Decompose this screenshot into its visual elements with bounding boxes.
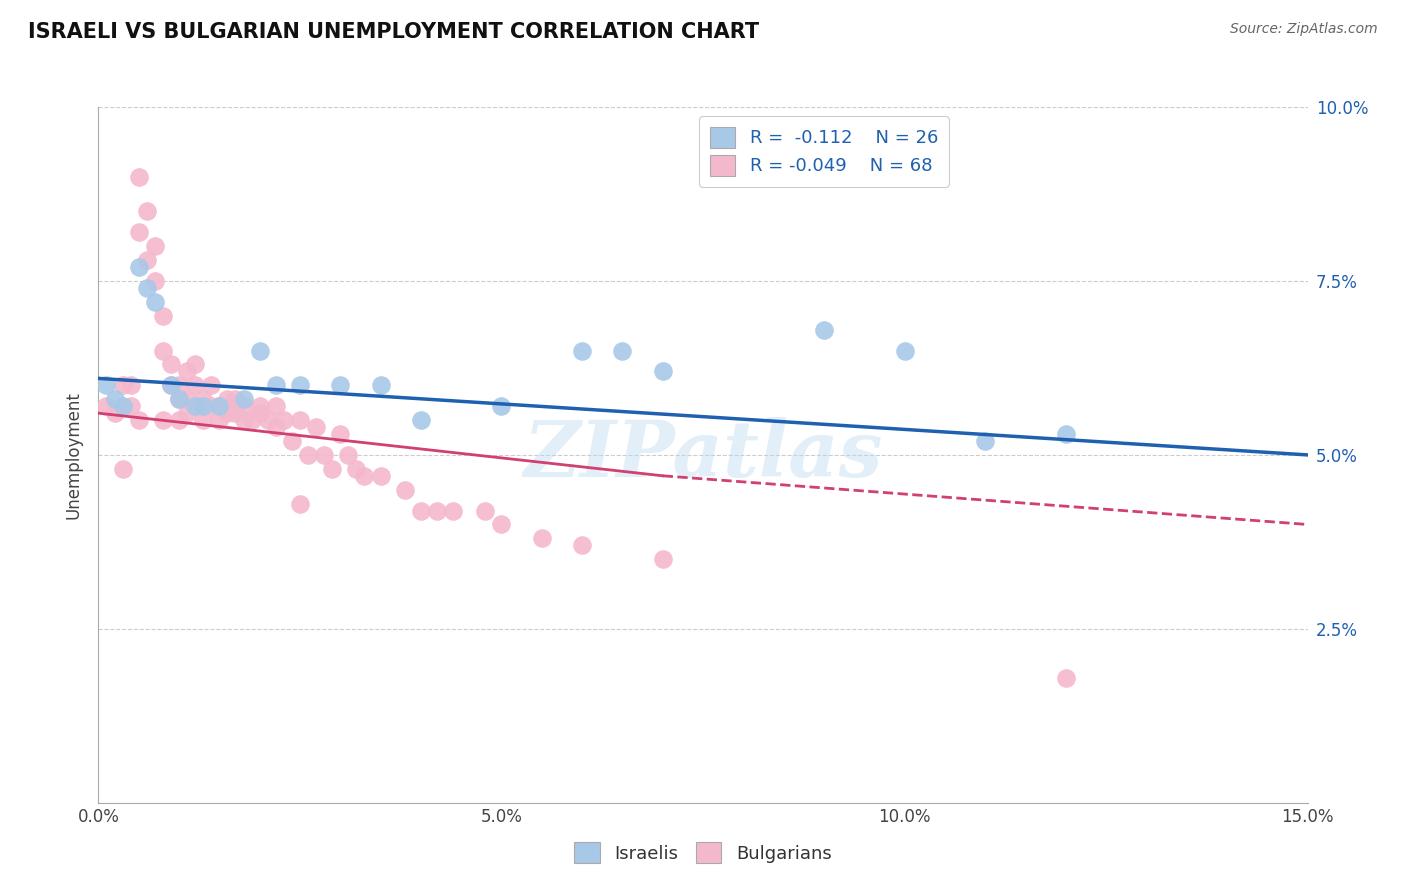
- Point: [264, 399, 287, 413]
- Point: [143, 239, 166, 253]
- Point: [426, 503, 449, 517]
- Point: [103, 406, 125, 420]
- Point: [329, 427, 352, 442]
- Point: [281, 434, 304, 448]
- Point: [305, 420, 328, 434]
- Text: ISRAELI VS BULGARIAN UNEMPLOYMENT CORRELATION CHART: ISRAELI VS BULGARIAN UNEMPLOYMENT CORREL…: [28, 22, 759, 42]
- Point: [474, 503, 496, 517]
- Point: [491, 517, 513, 532]
- Point: [249, 399, 271, 413]
- Point: [176, 364, 198, 378]
- Point: [370, 378, 392, 392]
- Point: [111, 462, 134, 476]
- Point: [200, 399, 222, 413]
- Point: [152, 343, 174, 358]
- Point: [264, 420, 287, 434]
- Point: [143, 294, 166, 309]
- Point: [1054, 671, 1077, 685]
- Point: [120, 378, 142, 392]
- Point: [167, 392, 190, 407]
- Point: [193, 399, 215, 413]
- Point: [651, 364, 673, 378]
- Point: [893, 343, 915, 358]
- Point: [128, 413, 150, 427]
- Point: [176, 406, 198, 420]
- Point: [240, 413, 263, 427]
- Point: [200, 378, 222, 392]
- Point: [409, 503, 432, 517]
- Point: [232, 413, 254, 427]
- Point: [288, 497, 311, 511]
- Point: [176, 392, 198, 407]
- Point: [193, 399, 215, 413]
- Point: [152, 413, 174, 427]
- Point: [813, 323, 835, 337]
- Point: [217, 406, 239, 420]
- Point: [530, 532, 553, 546]
- Point: [167, 413, 190, 427]
- Point: [612, 343, 634, 358]
- Point: [370, 468, 392, 483]
- Point: [571, 538, 593, 552]
- Point: [651, 552, 673, 566]
- Legend: Israelis, Bulgarians: Israelis, Bulgarians: [564, 831, 842, 874]
- Point: [974, 434, 997, 448]
- Point: [120, 399, 142, 413]
- Point: [96, 399, 118, 413]
- Point: [409, 413, 432, 427]
- Point: [111, 378, 134, 392]
- Point: [143, 274, 166, 288]
- Point: [184, 358, 207, 372]
- Point: [103, 392, 125, 407]
- Point: [160, 358, 183, 372]
- Point: [111, 399, 134, 413]
- Point: [167, 392, 190, 407]
- Point: [394, 483, 416, 497]
- Point: [441, 503, 464, 517]
- Point: [344, 462, 367, 476]
- Point: [224, 406, 246, 420]
- Point: [167, 378, 190, 392]
- Point: [232, 399, 254, 413]
- Point: [297, 448, 319, 462]
- Point: [264, 378, 287, 392]
- Point: [128, 225, 150, 239]
- Point: [337, 448, 360, 462]
- Point: [160, 378, 183, 392]
- Point: [208, 399, 231, 413]
- Point: [232, 392, 254, 407]
- Point: [193, 392, 215, 407]
- Point: [571, 343, 593, 358]
- Point: [135, 204, 157, 219]
- Point: [184, 399, 207, 413]
- Y-axis label: Unemployment: Unemployment: [65, 391, 83, 519]
- Point: [273, 413, 295, 427]
- Point: [160, 378, 183, 392]
- Point: [491, 399, 513, 413]
- Point: [256, 413, 278, 427]
- Point: [217, 392, 239, 407]
- Point: [249, 406, 271, 420]
- Point: [1054, 427, 1077, 442]
- Point: [288, 413, 311, 427]
- Point: [96, 378, 118, 392]
- Point: [152, 309, 174, 323]
- Point: [314, 448, 336, 462]
- Point: [128, 169, 150, 184]
- Point: [208, 413, 231, 427]
- Point: [353, 468, 375, 483]
- Point: [224, 392, 246, 407]
- Point: [321, 462, 343, 476]
- Point: [135, 253, 157, 268]
- Point: [128, 260, 150, 274]
- Text: ZIPatlas: ZIPatlas: [523, 417, 883, 493]
- Point: [208, 399, 231, 413]
- Point: [288, 378, 311, 392]
- Text: Source: ZipAtlas.com: Source: ZipAtlas.com: [1230, 22, 1378, 37]
- Point: [184, 378, 207, 392]
- Point: [249, 343, 271, 358]
- Point: [193, 413, 215, 427]
- Point: [135, 281, 157, 295]
- Point: [329, 378, 352, 392]
